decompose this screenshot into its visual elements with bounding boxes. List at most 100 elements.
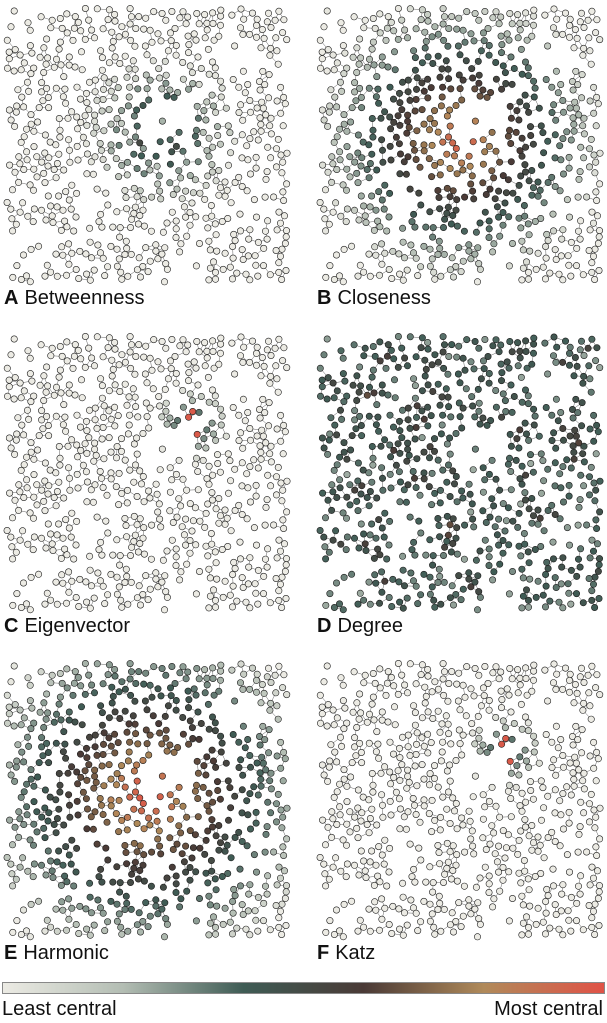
network-node: [376, 338, 384, 346]
network-node: [277, 151, 285, 159]
network-node: [335, 600, 343, 608]
network-node: [139, 145, 147, 153]
network-node: [453, 550, 461, 558]
network-node: [394, 112, 402, 120]
network-node: [174, 89, 182, 97]
network-node: [196, 568, 204, 576]
network-node: [52, 412, 60, 420]
network-node: [421, 372, 429, 380]
network-node: [217, 21, 225, 29]
network-node: [194, 158, 202, 166]
network-node: [542, 254, 550, 262]
network-node: [250, 524, 258, 532]
network-node: [166, 507, 174, 515]
network-node: [540, 477, 548, 485]
network-node: [191, 132, 199, 140]
network-node: [104, 263, 112, 271]
network-node: [595, 555, 603, 563]
network-node: [253, 33, 261, 41]
network-node: [121, 380, 129, 388]
network-node: [418, 434, 426, 442]
network-node: [93, 333, 101, 341]
network-node: [83, 417, 91, 425]
network-node: [158, 413, 166, 421]
network-node: [18, 93, 26, 101]
network-node: [341, 377, 349, 385]
network-node: [82, 250, 90, 258]
network-node: [501, 527, 509, 535]
network-node: [40, 69, 48, 77]
network-node: [135, 341, 143, 349]
network-node: [113, 262, 121, 270]
network-node: [594, 100, 602, 108]
network-node: [365, 141, 373, 149]
network-node: [411, 435, 419, 443]
network-node: [47, 596, 55, 604]
network-node: [101, 600, 109, 608]
network-node: [577, 471, 585, 479]
network-node: [316, 36, 324, 44]
network-node: [164, 375, 172, 383]
network-node: [365, 578, 373, 586]
network-node: [156, 187, 164, 195]
network-node: [483, 421, 491, 429]
network-node: [342, 514, 350, 522]
network-node: [267, 482, 275, 490]
network-node: [192, 590, 200, 598]
network-node: [276, 580, 284, 588]
network-node: [456, 379, 464, 387]
network-node: [65, 260, 73, 268]
network-node: [267, 114, 275, 122]
network-node: [157, 523, 165, 531]
network-node: [508, 408, 516, 416]
network-node: [446, 266, 454, 274]
network-node: [506, 338, 514, 346]
network-node: [532, 265, 540, 273]
network-node: [422, 223, 430, 231]
network-node: [339, 26, 347, 34]
network-node: [68, 108, 76, 116]
network-node: [26, 509, 34, 517]
network-node: [6, 489, 14, 497]
network-node: [572, 262, 580, 270]
network-node: [280, 16, 288, 24]
network-node: [270, 193, 278, 201]
network-node: [189, 408, 197, 416]
network-node: [122, 565, 130, 573]
network-node: [243, 515, 251, 523]
network-node: [55, 478, 63, 486]
network-node: [163, 547, 171, 555]
network-node: [59, 534, 67, 542]
network-node: [102, 189, 110, 197]
network-node: [455, 14, 463, 22]
network-node: [440, 552, 448, 560]
network-node: [447, 548, 455, 556]
network-node: [253, 104, 261, 112]
network-node: [279, 516, 287, 524]
network-node: [130, 209, 138, 217]
network-node: [194, 468, 202, 476]
network-node: [179, 147, 187, 155]
network-node: [185, 377, 193, 385]
network-node: [537, 543, 545, 551]
network-node: [20, 494, 28, 502]
network-node: [523, 430, 531, 438]
network-node: [378, 240, 386, 248]
network-node: [436, 499, 444, 507]
network-node: [246, 30, 254, 38]
network-node: [112, 155, 120, 163]
network-node: [113, 454, 121, 462]
network-node: [585, 491, 593, 499]
network-node: [278, 275, 286, 283]
network-node: [384, 63, 392, 71]
network-node: [468, 393, 476, 401]
network-node: [556, 142, 564, 150]
network-node: [596, 180, 604, 188]
network-node: [361, 344, 369, 352]
network-node: [527, 451, 535, 459]
network-node: [91, 481, 99, 489]
network-node: [244, 580, 252, 588]
network-node: [133, 106, 141, 114]
network-node: [530, 349, 538, 357]
network-node: [339, 370, 347, 378]
